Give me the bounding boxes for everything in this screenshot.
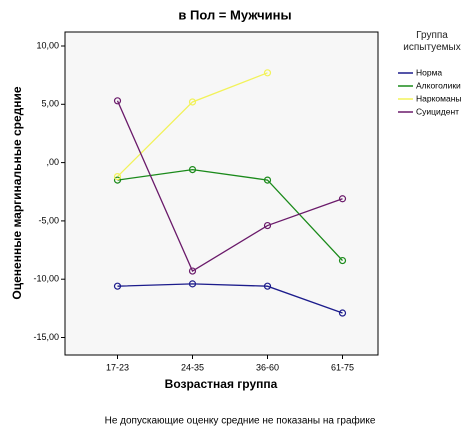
point: [263, 282, 272, 290]
legend-label: Алкоголики: [416, 80, 461, 90]
series-line: [117, 283, 343, 314]
y-tick-label: -5,00: [38, 215, 59, 225]
point: [188, 280, 197, 288]
point: [338, 256, 347, 265]
x-axis-label: Возрастная группа: [165, 377, 278, 391]
x-tick-label: 17-23: [106, 362, 129, 372]
chart-title: в Пол = Мужчины: [178, 7, 291, 22]
y-axis-label: Оцененные маргинальные средние: [10, 86, 24, 300]
plot-area: [64, 31, 379, 356]
series-line: [117, 168, 343, 261]
point: [113, 172, 122, 181]
point: [338, 309, 347, 317]
legend-label: Наркоманы: [416, 93, 462, 103]
legend-label: Суицидент: [416, 106, 459, 116]
y-tick-label: -10,00: [33, 274, 59, 284]
note: Не допускающие оценку средние не показан…: [105, 415, 376, 427]
x-tick-label: 24-35: [181, 362, 204, 372]
point: [188, 165, 197, 174]
y-tick-label: ,00: [46, 157, 59, 167]
point: [263, 176, 272, 184]
point: [263, 69, 272, 77]
point: [188, 98, 197, 106]
y-tick-label: -15,00: [33, 332, 59, 342]
series-line: [117, 72, 268, 178]
x-tick-label: 36-60: [256, 362, 279, 372]
legend-label: Норма: [416, 67, 442, 77]
point: [113, 97, 122, 105]
point: [113, 176, 122, 184]
y-tick-label: 10,00: [36, 40, 59, 50]
point: [338, 195, 347, 203]
x-tick-label: 61-75: [331, 362, 354, 372]
point: [188, 267, 197, 275]
legend-title: Группа испытуемых: [403, 30, 461, 53]
series-line: [116, 100, 343, 272]
point: [113, 282, 122, 290]
y-tick-label: 5,00: [41, 99, 59, 109]
point: [263, 221, 272, 230]
